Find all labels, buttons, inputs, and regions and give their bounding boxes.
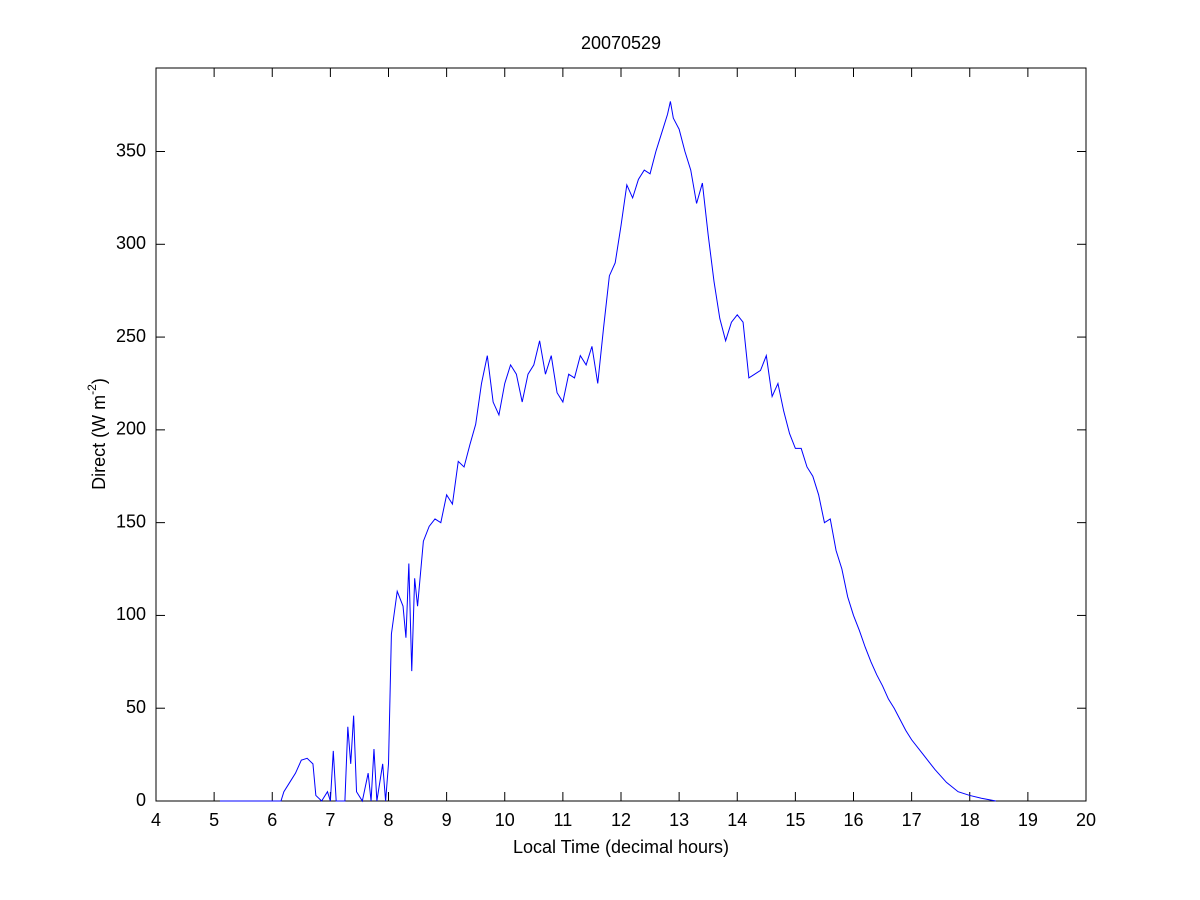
- y-axis-label-end: ): [89, 378, 109, 384]
- y-tick-label: 250: [116, 326, 146, 346]
- x-tick-label: 16: [843, 810, 863, 830]
- x-tick-label: 13: [669, 810, 689, 830]
- x-tick-label: 4: [151, 810, 161, 830]
- x-tick-label: 5: [209, 810, 219, 830]
- x-tick-label: 6: [267, 810, 277, 830]
- chart-title: 20070529: [581, 33, 661, 53]
- x-tick-label: 9: [442, 810, 452, 830]
- y-tick-label: 300: [116, 233, 146, 253]
- y-tick-label: 0: [136, 790, 146, 810]
- y-axis-label: Direct (W m-2): [85, 378, 109, 490]
- x-tick-label: 15: [785, 810, 805, 830]
- x-tick-label: 20: [1076, 810, 1096, 830]
- y-axis-label-sup: -2: [85, 384, 99, 395]
- x-tick-label: 11: [554, 810, 573, 830]
- y-tick-label: 200: [116, 419, 146, 439]
- x-tick-label: 17: [902, 810, 922, 830]
- x-tick-label: 19: [1018, 810, 1038, 830]
- y-tick-label: 50: [126, 697, 146, 717]
- data-line: [219, 101, 997, 803]
- x-tick-label: 7: [325, 810, 335, 830]
- x-axis-label: Local Time (decimal hours): [513, 837, 729, 857]
- y-tick-label: 350: [116, 140, 146, 160]
- x-tick-label: 12: [611, 810, 631, 830]
- y-axis-label-text: Direct (W m: [89, 395, 109, 490]
- x-tick-label: 10: [495, 810, 515, 830]
- y-tick-label: 100: [116, 604, 146, 624]
- x-tick-label: 14: [727, 810, 747, 830]
- plot-frame: [155, 67, 1087, 802]
- x-tick-label: 18: [960, 810, 980, 830]
- y-tick-label: 150: [116, 511, 146, 531]
- x-tick-label: 8: [383, 810, 393, 830]
